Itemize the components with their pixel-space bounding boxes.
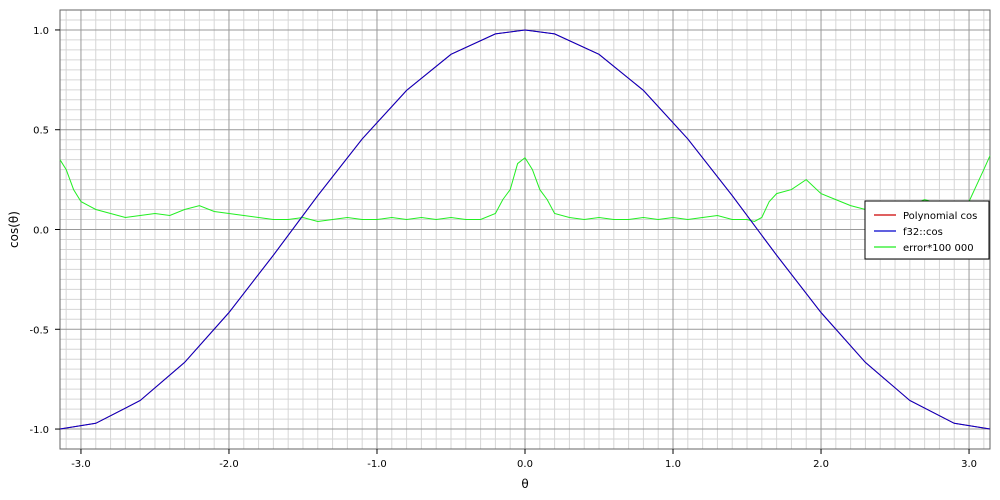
y-tick-label: 1.0 [33,26,49,37]
x-tick-label: 2.0 [813,459,829,470]
x-tick-label: 3.0 [961,459,977,470]
x-tick-label: 1.0 [665,459,681,470]
series-line-1 [59,29,991,430]
legend-label: f32::cos [903,227,943,238]
series-line-2 [59,155,991,223]
y-axis-ticks: -1.0 -0.5 0.0 0.5 1.0 [29,26,60,436]
y-tick-label: 0.5 [33,126,49,137]
major-grid [60,10,990,449]
legend-label: error*100 000 [903,243,974,254]
x-axis-title: θ [521,477,528,491]
y-tick-label: 0.0 [33,226,49,237]
x-tick-label: 0.0 [517,459,533,470]
x-axis-ticks: -3.0 -2.0 -1.0 0.0 1.0 2.0 3.0 [71,449,977,470]
x-tick-label: -1.0 [367,459,387,470]
legend-box [864,200,990,260]
y-axis-title: cos(θ) [7,211,21,248]
x-tick-label: -2.0 [219,459,239,470]
legend-label: Polynomial cos [903,211,977,222]
series-layer [59,29,991,430]
x-tick-label: -3.0 [71,459,91,470]
y-tick-label: -0.5 [29,325,49,336]
y-tick-label: -1.0 [29,425,49,436]
